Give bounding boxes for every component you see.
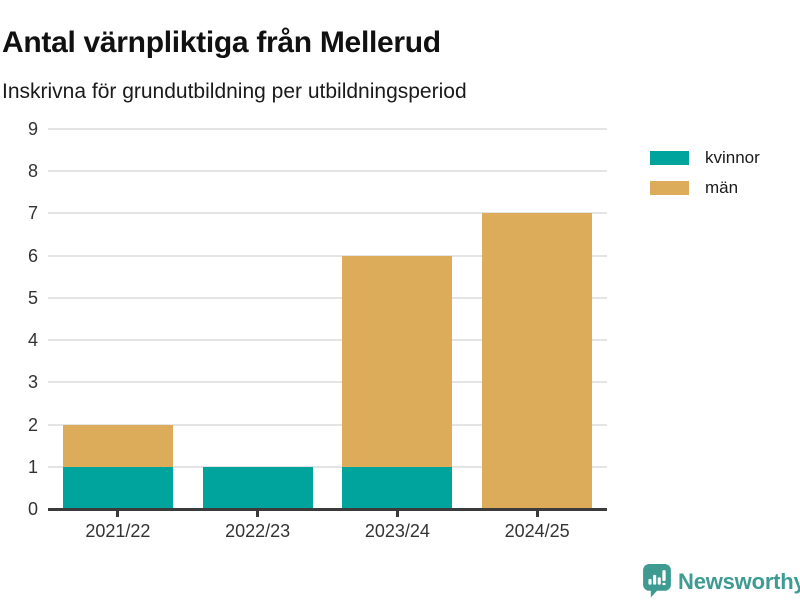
gridline-y9 [48, 128, 607, 130]
x-axis-line [48, 508, 607, 511]
chart-title: Antal värnpliktiga från Mellerud [2, 26, 441, 60]
y-axis-tick-1: 1 [27, 456, 38, 477]
gridline-y2 [48, 423, 607, 426]
newsworthy-logo-icon [643, 564, 671, 598]
bar-segment-män-2023/24 [342, 255, 453, 467]
y-axis-tick-5: 5 [27, 287, 38, 308]
legend-label-man: män [705, 178, 739, 197]
gridline-y6 [48, 254, 607, 257]
legend: kvinnor män [650, 149, 760, 209]
gridline-y3 [48, 381, 607, 384]
x-axis-tickmark-2022/23 [256, 511, 260, 517]
y-axis-tick-7: 7 [27, 203, 38, 224]
x-axis-tickmark-2023/24 [395, 511, 399, 517]
y-axis-tick-0: 0 [27, 499, 38, 519]
gridline-y7 [48, 212, 607, 215]
bar-segment-män-2021/22 [62, 424, 173, 467]
x-axis-tickmark-2021/22 [116, 511, 120, 517]
legend-label-kvinnor: kvinnor [705, 148, 760, 167]
newsworthy-brand-text: Newsworthy [678, 569, 800, 594]
bar-segment-kvinnor-2023/24 [342, 466, 453, 509]
x-axis-tickmark-2024/25 [535, 511, 539, 517]
x-axis-tick-2022/23: 2022/23 [225, 521, 291, 541]
x-axis-tick-2021/22: 2021/22 [85, 521, 151, 541]
x-axis-tick-2024/25: 2024/25 [504, 521, 570, 541]
gridline-y8 [48, 170, 607, 173]
x-axis-tick-2023/24: 2023/24 [364, 521, 430, 541]
gridline-y1 [48, 465, 607, 468]
newsworthy-brand-link[interactable]: Newsworthy [643, 564, 800, 598]
y-axis-tick-8: 8 [27, 161, 38, 182]
legend-swatch-kvinnor [650, 150, 689, 165]
legend-item-kvinnor: kvinnor [650, 149, 760, 166]
y-axis-tick-3: 3 [27, 372, 38, 393]
bar-segment-kvinnor-2021/22 [62, 466, 173, 509]
gridline-y4 [48, 339, 607, 342]
gridline-y5 [48, 296, 607, 299]
legend-swatch-man [650, 180, 689, 195]
y-axis-tick-9: 9 [27, 119, 38, 139]
y-axis-tick-2: 2 [27, 414, 38, 435]
bar-segment-kvinnor-2022/23 [202, 466, 313, 509]
y-axis-tick-4: 4 [27, 330, 38, 351]
chart-subtitle: Inskrivna för grundutbildning per utbild… [2, 80, 467, 103]
legend-item-man: män [650, 179, 760, 196]
y-axis-tick-6: 6 [27, 245, 38, 266]
bar-segment-män-2024/25 [482, 213, 593, 509]
